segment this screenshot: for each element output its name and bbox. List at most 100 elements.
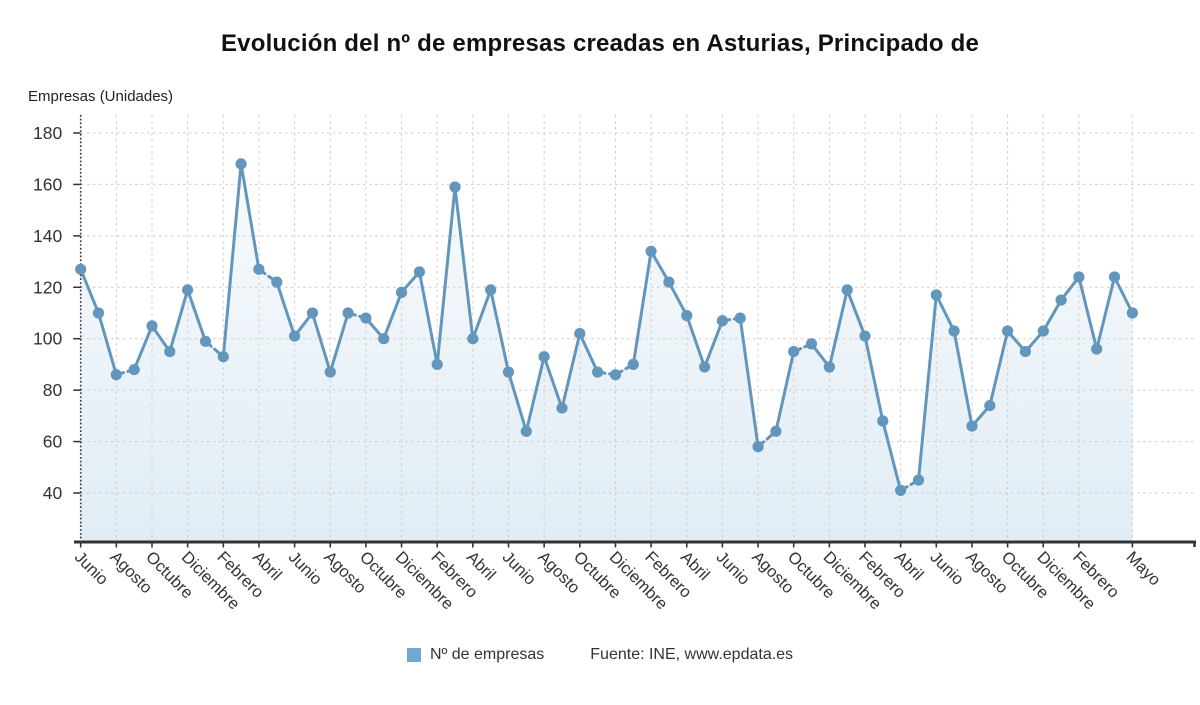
data-point-marker[interactable]: [324, 366, 336, 378]
data-point-marker[interactable]: [1037, 325, 1049, 337]
series-line-segment: [168, 288, 190, 354]
x-axis-tick-label: Junio: [713, 548, 754, 589]
series-line-segment: [631, 249, 653, 366]
data-point-marker[interactable]: [895, 484, 907, 496]
chart-title: Evolución del nº de empresas creadas en …: [220, 30, 980, 57]
data-point-marker[interactable]: [271, 276, 283, 288]
series-line-segment: [471, 288, 493, 341]
y-axis-tick-label: 160: [33, 174, 62, 194]
data-point-marker[interactable]: [1019, 346, 1031, 358]
series-line-segment: [1095, 275, 1116, 351]
series-line-segment: [1077, 275, 1099, 351]
series-line-segment: [917, 293, 938, 482]
series-line-segment: [988, 329, 1010, 408]
data-point-marker[interactable]: [556, 402, 568, 414]
data-point-marker[interactable]: [342, 307, 354, 319]
data-point-marker[interactable]: [1002, 325, 1014, 337]
data-point-marker[interactable]: [574, 328, 586, 340]
x-axis-tick-label: Junio: [285, 548, 326, 589]
y-axis-unit-label: Empresas (Unidades): [28, 88, 174, 105]
data-point-marker[interactable]: [182, 284, 194, 296]
data-point-marker[interactable]: [538, 351, 550, 363]
data-point-marker[interactable]: [716, 315, 729, 327]
data-point-marker[interactable]: [199, 335, 212, 347]
data-point-marker[interactable]: [948, 325, 960, 337]
data-point-marker[interactable]: [449, 181, 461, 193]
data-point-marker[interactable]: [467, 333, 479, 345]
legend-series-label: Nº de empresas: [429, 646, 545, 663]
y-axis-tick-label: 80: [43, 380, 63, 400]
data-point-marker[interactable]: [984, 400, 996, 412]
series-line-segment: [560, 332, 582, 410]
data-point-marker[interactable]: [663, 276, 675, 288]
data-point-marker[interactable]: [360, 312, 372, 324]
series-line-segment: [221, 162, 243, 359]
series-line-segment: [774, 350, 796, 433]
data-point-marker[interactable]: [645, 245, 657, 257]
data-point-marker[interactable]: [92, 307, 105, 319]
data-point-marker[interactable]: [930, 289, 942, 301]
data-point-marker[interactable]: [1091, 343, 1103, 355]
data-point-marker[interactable]: [788, 346, 800, 358]
data-point-marker[interactable]: [164, 346, 176, 358]
data-point-marker[interactable]: [805, 338, 818, 350]
data-point-marker[interactable]: [146, 320, 158, 332]
data-point-marker[interactable]: [128, 364, 140, 376]
data-point-marker[interactable]: [289, 330, 301, 342]
data-point-marker[interactable]: [395, 286, 408, 298]
data-point-marker[interactable]: [485, 284, 497, 296]
data-point-marker[interactable]: [627, 358, 639, 370]
series-area-fill: [80, 163, 1133, 542]
source-attribution: Fuente: INE, www.epdata.es: [590, 646, 794, 663]
data-point-marker[interactable]: [859, 330, 871, 342]
data-point-marker[interactable]: [699, 361, 711, 373]
series-line-segment: [863, 334, 885, 423]
series-line-segment: [417, 270, 439, 366]
data-point-marker[interactable]: [734, 312, 746, 324]
data-point-marker[interactable]: [770, 425, 782, 437]
series-line-segment: [79, 267, 100, 315]
x-axis-tick-label: Junio: [926, 548, 967, 589]
data-point-marker[interactable]: [752, 441, 764, 453]
series-line-segment: [952, 329, 974, 428]
data-point-marker[interactable]: [1108, 271, 1121, 283]
data-point-marker[interactable]: [1073, 271, 1085, 283]
series-line-segment: [186, 288, 207, 343]
x-axis-tick-label: Mayo: [1123, 548, 1164, 589]
series-line-segment: [1113, 275, 1134, 315]
legend-swatch-icon: [406, 648, 421, 662]
data-point-marker[interactable]: [502, 366, 515, 378]
data-point-marker[interactable]: [520, 425, 532, 437]
data-point-marker[interactable]: [1055, 294, 1067, 306]
series-line-segment: [542, 355, 564, 410]
data-point-marker[interactable]: [217, 351, 229, 363]
data-point-marker[interactable]: [912, 474, 925, 486]
series-line-segment: [382, 290, 403, 341]
series-line-segment: [845, 288, 867, 338]
data-point-marker[interactable]: [110, 369, 122, 381]
series-line-segment: [703, 319, 724, 369]
data-point-marker[interactable]: [431, 358, 443, 370]
data-point-marker[interactable]: [877, 415, 889, 427]
data-point-marker[interactable]: [378, 333, 390, 345]
series-line-segment: [667, 280, 689, 318]
data-point-marker[interactable]: [681, 310, 693, 322]
y-axis-tick-label: 140: [33, 226, 62, 246]
data-point-marker[interactable]: [306, 307, 318, 319]
data-point-marker[interactable]: [841, 284, 853, 296]
data-point-marker[interactable]: [1126, 307, 1138, 319]
series-line-segment: [738, 316, 760, 449]
series-line-segment: [649, 249, 671, 284]
data-point-marker[interactable]: [823, 361, 836, 373]
legend-item-n-de-empresas[interactable]: Nº de empresas: [406, 646, 545, 664]
series-line-segment: [685, 314, 707, 369]
data-point-marker[interactable]: [609, 369, 622, 381]
data-point-marker[interactable]: [966, 420, 978, 432]
data-point-marker[interactable]: [75, 263, 87, 275]
data-point-marker[interactable]: [413, 266, 425, 278]
data-point-marker[interactable]: [253, 263, 265, 275]
data-point-marker[interactable]: [592, 366, 604, 378]
data-point-marker[interactable]: [235, 158, 247, 170]
